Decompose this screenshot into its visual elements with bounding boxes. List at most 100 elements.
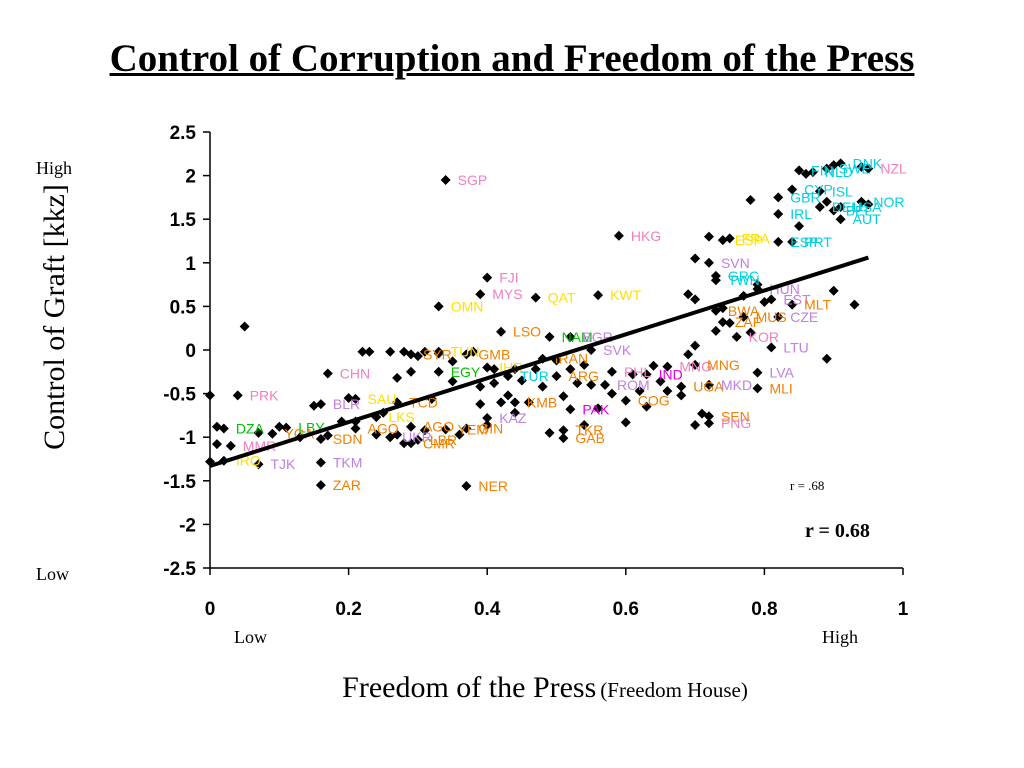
point-label-swe: SWE <box>839 161 871 177</box>
data-point <box>828 285 839 296</box>
point-label-ind: IND <box>659 366 683 382</box>
data-point-lva <box>752 367 763 378</box>
data-point-bgr <box>565 331 576 342</box>
y-high-label: High <box>36 158 72 178</box>
y-tick-label: -1.5 <box>163 472 196 493</box>
point-label-blr: BLR <box>333 396 360 412</box>
data-point-gmb <box>461 349 472 360</box>
point-label-omn: OMN <box>451 298 484 314</box>
data-point-yem <box>440 424 451 435</box>
point-label-kor: KOR <box>749 329 779 345</box>
data-point <box>253 427 264 438</box>
data-point <box>821 196 832 207</box>
point-label-tun: TUN <box>451 344 480 360</box>
data-point <box>385 346 396 357</box>
data-point-mng <box>662 361 673 372</box>
data-point <box>405 366 416 377</box>
point-label-ltu: LTU <box>783 339 808 355</box>
data-point <box>502 390 513 401</box>
data-point <box>828 160 839 171</box>
data-point <box>482 419 493 430</box>
data-point <box>634 385 645 396</box>
data-point-mkd <box>703 379 714 390</box>
data-point-esp <box>773 236 784 247</box>
point-label-bel: BEL <box>846 202 873 218</box>
data-point-dza <box>218 423 229 434</box>
point-label-mys: MYS <box>492 286 522 302</box>
data-point <box>821 353 832 364</box>
data-point <box>489 364 500 375</box>
x-tick-label: 0.6 <box>613 599 639 620</box>
data-point <box>690 253 701 264</box>
data-point <box>593 403 604 414</box>
data-point <box>690 294 701 305</box>
point-label-cmr: CMR <box>423 435 455 451</box>
data-point <box>648 360 659 371</box>
data-point <box>399 438 410 449</box>
y-axis-title: Control of Graft [kkz] <box>38 184 71 450</box>
data-point-syr <box>405 349 416 360</box>
y-tick-label: 1.5 <box>170 210 197 231</box>
y-tick-label: 2 <box>185 167 196 188</box>
chart-title: Control of Corruption and Freedom of the… <box>109 37 915 80</box>
point-label-cyp: CYP <box>804 182 833 198</box>
point-label-sen: SEN <box>721 408 750 424</box>
data-point-lby <box>281 422 292 433</box>
data-point-ind <box>641 369 652 380</box>
data-point <box>489 378 500 389</box>
data-point <box>239 321 250 332</box>
point-label-dza: DZA <box>236 420 265 436</box>
point-label-chn: CHN <box>340 366 370 382</box>
point-label-gbr: GBR <box>790 189 820 205</box>
point-label-kaz: KAZ <box>499 410 527 426</box>
data-point <box>662 385 673 396</box>
data-point <box>849 299 860 310</box>
point-label-ner: NER <box>478 478 508 494</box>
data-point <box>364 346 375 357</box>
data-point-sen <box>703 411 714 422</box>
data-point <box>558 391 569 402</box>
data-point <box>676 390 687 401</box>
point-label-rom: ROM <box>617 377 650 393</box>
data-point <box>572 378 583 389</box>
data-point-sgp <box>440 174 451 185</box>
point-label-png: PNG <box>721 415 751 431</box>
data-point <box>745 327 756 338</box>
data-point-mmr <box>225 440 236 451</box>
axes: 2.5 2 1.5 1 0.5 0 -0.5 -1 -1.5 -2 -2.5 0 0.2 0.4 0.6 0.… <box>163 123 908 620</box>
data-point-nzl <box>863 163 874 174</box>
data-point-yga <box>267 428 278 439</box>
data-point-ltu <box>766 342 777 353</box>
data-point-cog <box>620 395 631 406</box>
data-point <box>683 349 694 360</box>
point-label-gab: GAB <box>575 430 605 446</box>
point-label-prk: PRK <box>250 387 279 403</box>
data-point-sau <box>350 393 361 404</box>
y-tick-label: -1 <box>179 428 196 449</box>
data-point-est <box>766 294 777 305</box>
point-label-svk: SVK <box>603 342 632 358</box>
data-point-rom <box>600 379 611 390</box>
data-point-dnk <box>835 158 846 169</box>
data-point-isl <box>814 186 825 197</box>
x-tick-label: 1 <box>898 599 909 620</box>
data-point <box>690 340 701 351</box>
x-high-label: High <box>822 627 858 647</box>
point-label-mkd: MKD <box>721 377 752 393</box>
data-point <box>412 351 423 362</box>
point-label-fra: FRA <box>742 230 771 246</box>
data-point <box>454 429 465 440</box>
point-label-kwt: KWT <box>610 287 642 303</box>
x-axis-title-main: Freedom of the Press <box>342 671 596 704</box>
point-label-mng: MNG <box>707 357 740 373</box>
point-label-sgp: SGP <box>458 172 488 188</box>
trend-line <box>209 255 869 468</box>
point-label-sdn: SDN <box>333 431 363 447</box>
point-label-ago: AGO <box>423 419 454 435</box>
data-point-tun <box>433 346 444 357</box>
data-point <box>475 399 486 410</box>
data-point <box>447 376 458 387</box>
point-label-tur: TUR <box>520 368 549 384</box>
data-point-zaf <box>717 317 728 328</box>
point-label-tjk: TJK <box>271 456 297 472</box>
